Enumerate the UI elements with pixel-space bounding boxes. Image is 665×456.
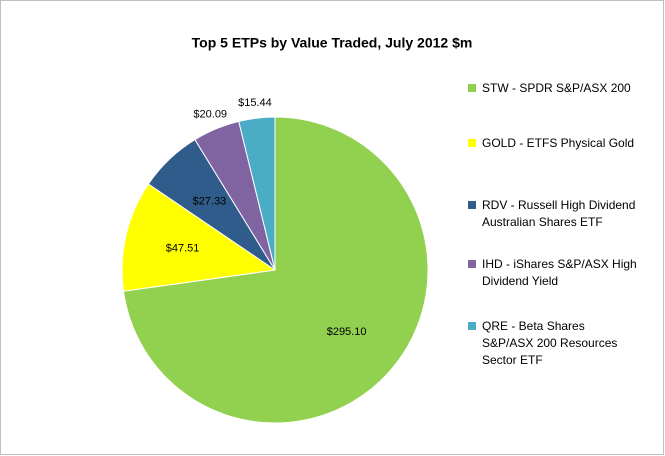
legend-item: IHD - iShares S&P/ASX High Dividend Yiel… [468,256,638,290]
pie-slice [238,116,276,271]
legend-swatch [468,139,476,147]
legend-label: IHD - iShares S&P/ASX High Dividend Yiel… [482,257,637,288]
legend-label: STW - SPDR S&P/ASX 200 [482,81,631,95]
legend-item: RDV - Russell High Dividend Australian S… [468,197,638,231]
legend-swatch [468,322,476,330]
legend-swatch [468,201,476,209]
data-label: $27.33 [193,195,227,207]
legend-label: GOLD - ETFS Physical Gold [482,136,635,150]
pie-slice [121,183,277,292]
legend-item: QRE - Beta Shares S&P/ASX 200 Resources … [468,318,638,369]
legend-item: GOLD - ETFS Physical Gold [468,135,638,152]
data-label: $47.51 [166,242,200,254]
legend-label: RDV - Russell High Dividend Australian S… [482,198,636,229]
legend-swatch [468,84,476,92]
data-label: $295.10 [327,326,367,338]
data-label: $20.09 [193,109,227,121]
legend-label: QRE - Beta Shares S&P/ASX 200 Resources … [482,319,618,367]
legend-item: STW - SPDR S&P/ASX 200 [468,80,638,97]
chart-title: Top 5 ETPs by Value Traded, July 2012 $m [192,35,473,51]
data-label: $15.44 [238,97,272,109]
legend-swatch [468,260,476,268]
